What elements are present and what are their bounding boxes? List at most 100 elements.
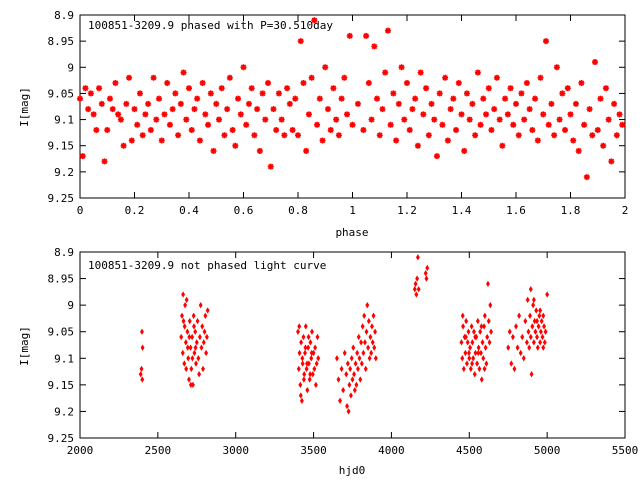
data-point xyxy=(530,323,535,330)
data-point xyxy=(324,106,331,113)
y-tick-label: 8.95 xyxy=(48,273,75,286)
data-point xyxy=(327,127,334,134)
data-point xyxy=(215,116,222,123)
data-point xyxy=(528,286,533,293)
data-point xyxy=(185,328,190,335)
data-point xyxy=(372,344,377,351)
data-point xyxy=(316,95,323,102)
data-point xyxy=(509,360,514,367)
data-point xyxy=(348,392,353,399)
data-point xyxy=(188,381,193,389)
data-point xyxy=(199,344,204,351)
data-point xyxy=(256,147,263,154)
data-point xyxy=(510,333,515,341)
data-point xyxy=(502,95,509,102)
data-point xyxy=(470,360,475,367)
x-tick-label: 3000 xyxy=(222,444,249,457)
x-axis-ticks: 2000 2500 3000 3500 4000 4500 5000 5500 xyxy=(67,252,638,457)
data-point xyxy=(479,323,484,330)
data-point xyxy=(543,328,548,335)
data-point xyxy=(292,95,299,102)
data-point xyxy=(477,365,482,373)
data-point xyxy=(221,132,228,139)
data-point xyxy=(358,376,363,383)
data-point xyxy=(109,106,116,113)
data-point xyxy=(428,100,435,107)
data-point xyxy=(507,328,512,335)
data-point xyxy=(77,95,83,102)
data-point xyxy=(224,106,231,113)
data-point xyxy=(299,397,304,404)
data-point xyxy=(526,328,531,335)
data-point xyxy=(207,90,214,97)
data-point xyxy=(473,333,478,341)
data-point xyxy=(191,106,198,113)
data-point xyxy=(439,121,446,128)
data-point xyxy=(349,121,356,128)
data-point xyxy=(298,381,303,389)
data-point xyxy=(278,116,285,123)
unphased-light-curve-chart: 8.9 8.95 9 9.05 9.1 9.15 9.2 9.25 2000 2500 3000 3… xyxy=(18,246,638,477)
data-point xyxy=(192,323,196,330)
data-point xyxy=(117,116,124,123)
data-point xyxy=(539,317,544,325)
data-point xyxy=(338,95,345,102)
data-point xyxy=(415,275,420,282)
data-point xyxy=(126,74,133,81)
data-point xyxy=(365,79,372,86)
data-point xyxy=(344,111,351,118)
data-point xyxy=(529,127,536,134)
data-point xyxy=(303,147,310,154)
data-point xyxy=(300,79,307,86)
data-point xyxy=(473,349,478,357)
data-point xyxy=(510,121,517,128)
y-tick-label: 9.05 xyxy=(48,87,75,100)
data-point xyxy=(232,142,239,149)
data-point xyxy=(404,79,410,86)
data-point xyxy=(433,153,440,160)
data-point xyxy=(608,158,615,165)
data-point xyxy=(467,355,472,362)
data-point xyxy=(177,100,184,107)
plot-frame xyxy=(79,14,626,199)
data-point xyxy=(346,32,353,39)
data-point xyxy=(312,365,317,373)
data-point xyxy=(442,74,449,81)
data-point xyxy=(575,147,582,154)
y-tick-label: 9.1 xyxy=(54,352,74,365)
y-tick-label: 9.15 xyxy=(48,140,75,153)
data-point xyxy=(199,79,206,86)
data-point xyxy=(447,106,454,113)
data-point xyxy=(594,127,601,134)
data-point xyxy=(295,132,301,139)
data-point xyxy=(363,365,368,373)
data-point xyxy=(352,371,357,378)
chart-title: 100851-3209.9 not phased light curve xyxy=(88,259,326,272)
y-axis-label: I[mag] xyxy=(18,87,31,127)
data-point xyxy=(319,137,326,144)
data-point xyxy=(479,376,484,383)
data-point xyxy=(245,100,252,107)
data-point xyxy=(507,85,514,92)
data-point xyxy=(379,106,386,113)
data-point xyxy=(309,355,314,362)
data-point xyxy=(305,360,309,367)
data-point xyxy=(153,116,160,123)
data-point xyxy=(302,371,307,378)
data-point xyxy=(186,355,191,362)
data-point xyxy=(175,132,182,139)
data-point xyxy=(313,381,318,389)
data-point xyxy=(131,106,138,113)
data-point xyxy=(182,360,187,367)
data-point xyxy=(306,344,311,351)
data-point xyxy=(284,85,291,92)
data-point xyxy=(140,328,144,335)
data-point xyxy=(265,79,272,86)
data-point xyxy=(181,317,186,325)
data-point xyxy=(444,137,451,144)
data-point xyxy=(605,116,612,123)
data-point xyxy=(181,291,186,298)
data-point xyxy=(534,307,539,314)
data-point xyxy=(156,95,163,102)
